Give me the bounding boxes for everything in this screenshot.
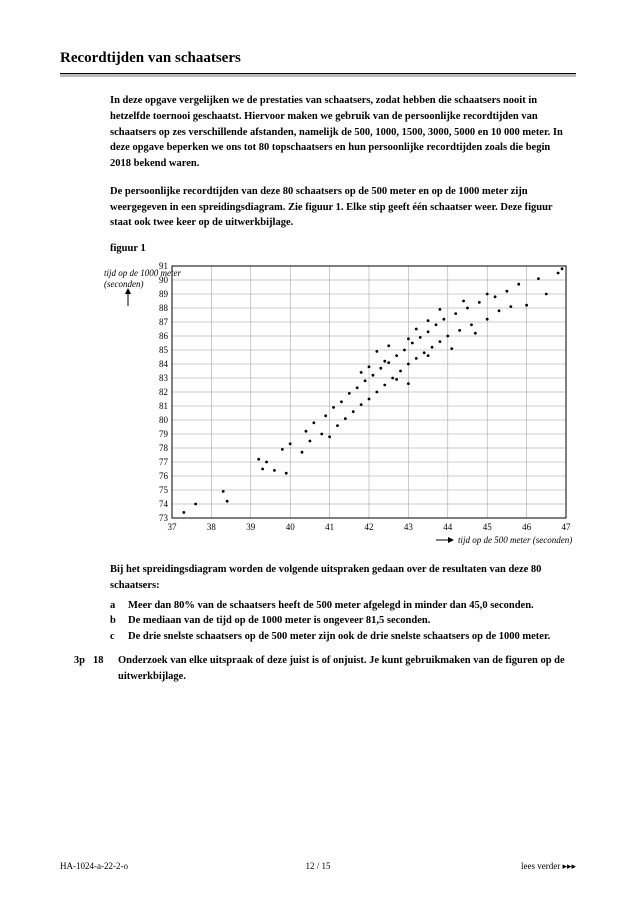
svg-text:84: 84 [159,359,169,369]
statement-text: Meer dan 80% van de schaatsers heeft de … [128,598,576,614]
question-points: 3p [60,653,93,685]
svg-text:(seconden): (seconden) [104,279,143,289]
page-title: Recordtijden van schaatsers [60,50,576,67]
statements-intro: Bij het spreidingsdiagram worden de volg… [110,562,576,594]
figure-label: figuur 1 [110,243,576,254]
footer-center: 12 / 15 [60,861,576,871]
svg-text:tijd op de 500 meter (seconden: tijd op de 500 meter (seconden) [458,535,572,545]
statement-row: cDe drie snelste schaatsers op de 500 me… [110,629,576,645]
svg-text:76: 76 [159,471,169,481]
svg-text:77: 77 [159,457,169,467]
statement-row: aMeer dan 80% van de schaatsers heeft de… [110,598,576,614]
svg-text:85: 85 [159,345,169,355]
svg-text:41: 41 [325,522,334,532]
question-number: 18 [93,653,118,685]
statement-row: bDe mediaan van de tijd op de 1000 meter… [110,613,576,629]
svg-text:80: 80 [159,415,169,425]
question-text: Onderzoek van elke uitspraak of deze jui… [118,653,566,685]
title-underline [60,73,576,77]
paragraph-1: In deze opgave vergelijken we de prestat… [110,93,566,172]
svg-text:40: 40 [286,522,296,532]
svg-text:74: 74 [159,499,169,509]
svg-text:81: 81 [159,401,168,411]
svg-text:86: 86 [159,331,169,341]
svg-text:37: 37 [168,522,178,532]
svg-text:38: 38 [207,522,217,532]
svg-text:43: 43 [404,522,414,532]
statement-label: c [110,629,128,645]
svg-text:75: 75 [159,485,169,495]
statement-text: De mediaan van de tijd op de 1000 meter … [128,613,576,629]
svg-text:83: 83 [159,373,169,383]
svg-text:87: 87 [159,317,169,327]
svg-text:39: 39 [246,522,256,532]
svg-text:45: 45 [483,522,493,532]
svg-text:79: 79 [159,429,169,439]
statement-label: b [110,613,128,629]
statement-text: De drie snelste schaatsers op de 500 met… [128,629,576,645]
svg-text:42: 42 [365,522,374,532]
svg-text:tijd op de 1000 meter: tijd op de 1000 meter [104,268,181,278]
svg-text:46: 46 [522,522,532,532]
statement-label: a [110,598,128,614]
svg-text:44: 44 [443,522,453,532]
svg-text:47: 47 [562,522,572,532]
svg-text:78: 78 [159,443,169,453]
paragraph-2: De persoonlijke recordtijden van deze 80… [110,184,566,231]
svg-text:89: 89 [159,289,169,299]
scatter-chart: 7374757677787980818283848586878889909137… [100,258,576,548]
svg-text:88: 88 [159,303,169,313]
svg-text:82: 82 [159,387,168,397]
